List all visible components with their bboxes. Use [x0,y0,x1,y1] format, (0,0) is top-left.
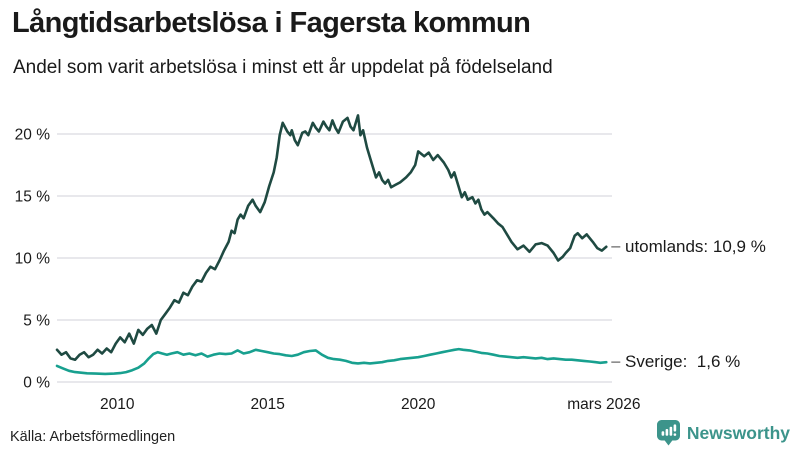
newsworthy-brand-text: Newsworthy [686,422,790,443]
y-tick-label: 10 % [15,251,51,268]
y-tick-label: 5 % [23,313,50,330]
y-tick-label: 15 % [15,189,51,206]
newsworthy-brand-link[interactable]: Newsworthy [656,420,790,446]
x-tick-label: mars 2026 [567,396,640,413]
series-label-utomlands: utomlands: 10,9 % [625,237,766,256]
gridlines [57,133,612,383]
x-tick-label: 2010 [100,396,135,413]
newsworthy-logo-icon [656,420,680,446]
line-sverige [55,347,608,376]
y-tick-label: 0 % [23,375,50,392]
page-title: Långtidsarbetslösa i Fagersta kommun [12,7,531,39]
x-tick-label: 2020 [401,396,436,413]
chart-subtitle: Andel som varit arbetslösa i minst ett å… [13,57,553,78]
x-tick-label: 2015 [250,396,284,413]
y-axis-tick-labels: 0 % 5 % 10 % 15 % 20 % [15,127,51,392]
y-tick-label: 20 % [15,127,51,144]
line-utomlands [55,114,608,362]
series-label-sverige: Sverige: 1,6 % [625,352,741,371]
source-note: Källa: Arbetsförmedlingen [10,429,176,445]
x-axis-tick-labels: 2010 2015 2020 mars 2026 [100,396,641,413]
